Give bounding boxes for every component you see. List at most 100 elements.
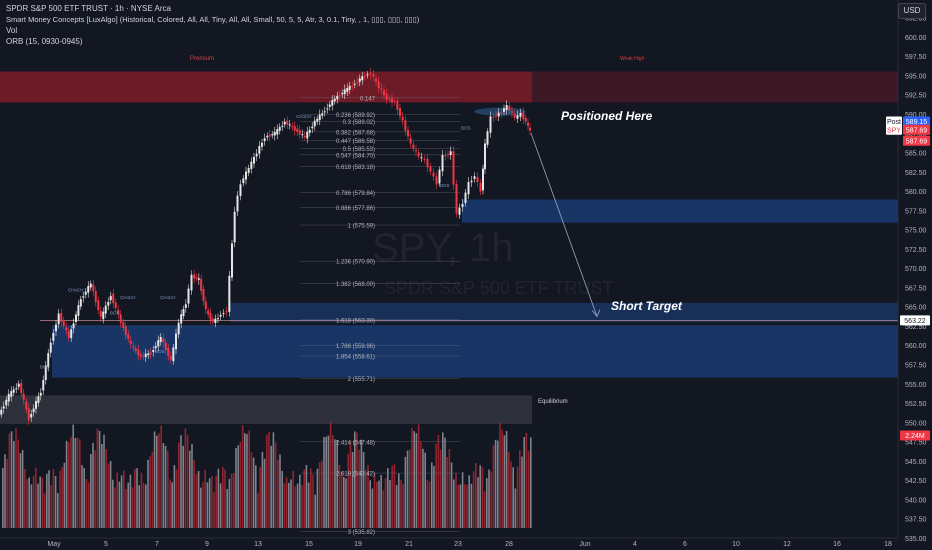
candle-body	[316, 118, 319, 122]
candle-body	[149, 352, 152, 355]
volume-bar	[510, 461, 512, 528]
volume-bar	[472, 471, 475, 528]
volume-bar	[41, 477, 44, 528]
watermark-symbol: SPY, 1h	[372, 226, 514, 270]
fib-label: 0.547 (584.70)	[336, 153, 375, 159]
candle-body	[231, 243, 233, 278]
indicator-vol-label[interactable]: Vol	[6, 26, 18, 35]
volume-bar	[76, 437, 79, 528]
candle-body	[12, 389, 15, 393]
candle-body	[102, 311, 105, 320]
candle-body	[497, 112, 500, 117]
price-tick: 547.50	[905, 440, 927, 447]
candle-body	[219, 314, 222, 317]
indicator-smc-label[interactable]: Smart Money Concepts [LuxAlgo] (Historic…	[6, 15, 420, 24]
volume-bar	[310, 468, 312, 528]
candle-body	[67, 331, 70, 338]
volume-bar	[404, 456, 407, 528]
smc-label: BOS	[40, 364, 50, 369]
candle-body	[479, 182, 482, 192]
volume-bar	[153, 431, 156, 528]
time-tick: 21	[405, 541, 413, 548]
price-tags-layer: 589.15 Post 587.69 SPY 587.69 563.22 2.24M	[886, 116, 930, 441]
volume-bar	[457, 485, 459, 528]
volume-bar	[197, 470, 200, 528]
volume-bar	[125, 488, 127, 528]
volume-bar	[389, 480, 391, 528]
candle-body	[346, 87, 349, 92]
volume-bar	[98, 430, 101, 528]
volume-bar	[448, 449, 451, 528]
candle-body	[306, 131, 309, 139]
currency-button[interactable]: USD	[898, 3, 926, 19]
volume-bar	[360, 439, 363, 528]
candle-body	[476, 176, 479, 182]
candle-body	[318, 114, 321, 121]
volume-bar	[147, 459, 149, 528]
candle-body	[65, 327, 68, 331]
candle-body	[57, 313, 60, 325]
candle-body	[420, 157, 423, 159]
candle-body	[426, 158, 429, 168]
candle-body	[134, 348, 137, 351]
candle-body	[142, 356, 145, 358]
volume-bar	[79, 439, 81, 528]
spy-label-tag: SPY	[887, 127, 901, 134]
candle-body	[404, 120, 407, 131]
candle-body	[268, 134, 271, 137]
candle-body	[217, 318, 219, 320]
volume-bar	[171, 482, 173, 528]
volume-bar	[257, 492, 259, 528]
candle-body	[341, 93, 344, 95]
candle-body	[159, 337, 162, 342]
candle-body	[39, 392, 42, 396]
candle-body	[164, 342, 167, 350]
volume-bar	[30, 484, 33, 528]
volume-bar	[50, 484, 52, 528]
candle-body	[401, 116, 404, 121]
volume-bar	[426, 479, 429, 528]
candle-body	[200, 278, 203, 291]
candle-body	[336, 95, 339, 100]
candle-body	[527, 122, 529, 126]
price-tick: 537.50	[905, 517, 927, 524]
volume-bar	[499, 422, 501, 528]
volume-bar	[83, 467, 85, 528]
candle-body	[385, 93, 388, 100]
candle-body	[273, 131, 276, 136]
candle-body	[281, 125, 284, 127]
fib-label: 0.382 (587.68)	[336, 130, 375, 136]
price-tick: 535.00	[905, 536, 927, 543]
candle-body	[266, 135, 269, 138]
candle-body	[407, 130, 409, 137]
volume-bar	[90, 454, 92, 528]
volume-bar	[420, 441, 422, 528]
fib-label: 0.3 (589.02)	[343, 120, 375, 126]
symbol-title[interactable]: SPDR S&P 500 ETF TRUST · 1h · NYSE Arca	[6, 4, 171, 13]
volume-bar	[365, 469, 367, 528]
volume-bar	[343, 476, 345, 528]
fib-label: 0.147	[360, 96, 376, 102]
candle-body	[202, 289, 205, 302]
volume-bar	[453, 479, 455, 528]
volume-bar	[193, 459, 195, 528]
volume-bar	[521, 456, 523, 528]
smc-layer: BOS CHoCH BOS CHoCH BOS CHoCH CHoCH BOS BOS	[40, 114, 471, 370]
volume-bar	[327, 435, 330, 528]
volume-bar	[378, 480, 380, 528]
candle-body	[409, 138, 412, 144]
volume-bar	[523, 437, 525, 528]
volume-bar	[406, 450, 409, 528]
candle-body	[505, 104, 508, 111]
fib-label: 0.236 (589.92)	[336, 113, 375, 119]
volume-bar	[417, 424, 420, 528]
indicator-orb-label[interactable]: ORB (15, 0930-0945)	[6, 37, 83, 46]
post-label-tag: Post	[887, 119, 901, 126]
price-tick: 590.00	[905, 112, 927, 119]
third-price-tag: 587.69	[906, 138, 928, 145]
volume-bar	[411, 428, 413, 528]
weak-high-label: Weak High	[620, 56, 645, 62]
volume-bar	[468, 475, 470, 528]
candle-body	[333, 98, 336, 102]
